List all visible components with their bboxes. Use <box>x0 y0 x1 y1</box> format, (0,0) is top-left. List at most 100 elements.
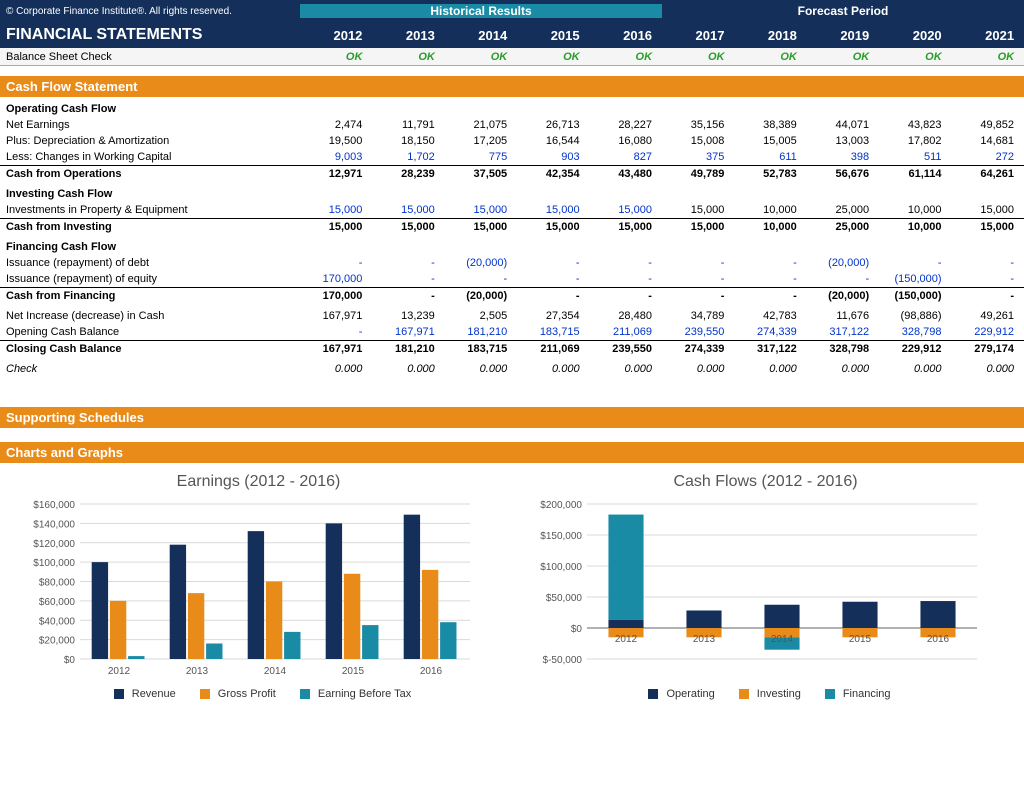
value-cell: 9,003 <box>300 149 372 166</box>
svg-text:$140,000: $140,000 <box>33 519 75 530</box>
svg-text:$160,000: $160,000 <box>33 500 75 511</box>
value-cell: 11,676 <box>807 308 879 324</box>
section-charts: Charts and Graphs <box>0 442 1024 463</box>
value-cell: 181,210 <box>445 324 517 341</box>
value-cell: 0.000 <box>300 361 372 377</box>
ok-cell: OK <box>445 51 517 63</box>
value-cell: - <box>734 271 806 288</box>
value-cell: 167,971 <box>372 324 444 341</box>
value-cell: 11,791 <box>372 117 444 133</box>
value-cell: - <box>517 288 589 305</box>
value-cell: 15,000 <box>300 219 372 236</box>
value-cell: 43,480 <box>590 166 662 183</box>
value-cell: 181,210 <box>372 341 444 358</box>
value-cell: 15,000 <box>445 219 517 236</box>
value-cell: 37,505 <box>445 166 517 183</box>
cashflow-chart-svg: $-50,000$0$50,000$100,000$150,000$200,00… <box>527 499 987 679</box>
value-cell: - <box>300 255 372 271</box>
value-cell: 15,000 <box>372 202 444 219</box>
value-cell: 28,227 <box>590 117 662 133</box>
legend-item: Earning Before Tax <box>292 688 411 700</box>
value-cell: 19,500 <box>300 133 372 149</box>
title-row: FINANCIAL STATEMENTS 2012 2013 2014 2015… <box>0 22 1024 48</box>
value-cell: 170,000 <box>300 288 372 305</box>
value-cell: (98,886) <box>879 308 951 324</box>
legend-item: Gross Profit <box>192 688 276 700</box>
value-cell: 35,156 <box>662 117 734 133</box>
value-cell: 25,000 <box>807 219 879 236</box>
year-h: 2021 <box>952 28 1024 43</box>
value-cell: 64,261 <box>952 166 1024 183</box>
historical-header: Historical Results <box>300 4 662 18</box>
svg-text:2016: 2016 <box>420 666 443 677</box>
year-h: 2020 <box>879 28 951 43</box>
ok-cell: OK <box>662 51 734 63</box>
value-cell: 10,000 <box>879 219 951 236</box>
value-cell: 15,000 <box>445 202 517 219</box>
value-cell: 827 <box>590 149 662 166</box>
value-cell: 0.000 <box>590 361 662 377</box>
value-cell: 775 <box>445 149 517 166</box>
row-label: Cash from Operations <box>0 166 300 183</box>
row-label: Financing Cash Flow <box>0 239 300 255</box>
value-cell: 49,852 <box>952 117 1024 133</box>
ok-cell: OK <box>807 51 879 63</box>
row-label: Opening Cash Balance <box>0 324 300 341</box>
row-label: Investments in Property & Equipment <box>0 202 300 219</box>
value-cell: 0.000 <box>517 361 589 377</box>
value-cell: 272 <box>952 149 1024 166</box>
value-cell: - <box>952 271 1024 288</box>
earnings-chart-title: Earnings (2012 - 2016) <box>20 473 497 491</box>
svg-text:$100,000: $100,000 <box>540 562 582 573</box>
value-cell: 13,003 <box>807 133 879 149</box>
year-h: 2014 <box>445 28 517 43</box>
value-cell: 317,122 <box>807 324 879 341</box>
svg-text:$120,000: $120,000 <box>33 539 75 550</box>
svg-text:$50,000: $50,000 <box>546 593 583 604</box>
value-cell: 17,802 <box>879 133 951 149</box>
ok-cell: OK <box>879 51 951 63</box>
svg-text:2012: 2012 <box>615 634 638 645</box>
value-cell: 0.000 <box>879 361 951 377</box>
year-h: 2018 <box>734 28 806 43</box>
value-cell: - <box>952 255 1024 271</box>
value-cell: 52,783 <box>734 166 806 183</box>
earnings-chart-svg: $0$20,000$40,000$60,000$80,000$100,000$1… <box>20 499 480 679</box>
value-cell: - <box>734 288 806 305</box>
value-cell: 170,000 <box>300 271 372 288</box>
svg-text:2016: 2016 <box>927 634 950 645</box>
value-cell: - <box>300 324 372 341</box>
value-cell: 42,783 <box>734 308 806 324</box>
value-cell: - <box>662 255 734 271</box>
row-label: Issuance (repayment) of equity <box>0 271 300 288</box>
value-cell: 611 <box>734 149 806 166</box>
value-cell: 16,080 <box>590 133 662 149</box>
legend-item: Revenue <box>106 688 176 700</box>
value-cell: - <box>879 255 951 271</box>
value-cell: 12,971 <box>300 166 372 183</box>
value-cell: 26,713 <box>517 117 589 133</box>
svg-text:2014: 2014 <box>264 666 287 677</box>
ok-cell: OK <box>300 51 372 63</box>
svg-text:$40,000: $40,000 <box>39 616 76 627</box>
year-h: 2016 <box>590 28 662 43</box>
value-cell: 15,000 <box>590 219 662 236</box>
value-cell: 61,114 <box>879 166 951 183</box>
value-cell: - <box>662 271 734 288</box>
svg-text:$20,000: $20,000 <box>39 636 76 647</box>
year-h: 2019 <box>807 28 879 43</box>
value-cell: 2,474 <box>300 117 372 133</box>
svg-text:2014: 2014 <box>771 634 794 645</box>
row-label: Closing Cash Balance <box>0 341 300 358</box>
value-cell: 14,681 <box>952 133 1024 149</box>
value-cell: - <box>590 288 662 305</box>
value-cell: 25,000 <box>807 202 879 219</box>
row-label: Net Increase (decrease) in Cash <box>0 308 300 324</box>
value-cell: 15,000 <box>662 202 734 219</box>
value-cell: 15,000 <box>517 219 589 236</box>
row-label: Cash from Financing <box>0 288 300 305</box>
svg-text:$100,000: $100,000 <box>33 558 75 569</box>
value-cell: 328,798 <box>879 324 951 341</box>
legend-item: Investing <box>731 688 801 700</box>
value-cell: (20,000) <box>445 255 517 271</box>
